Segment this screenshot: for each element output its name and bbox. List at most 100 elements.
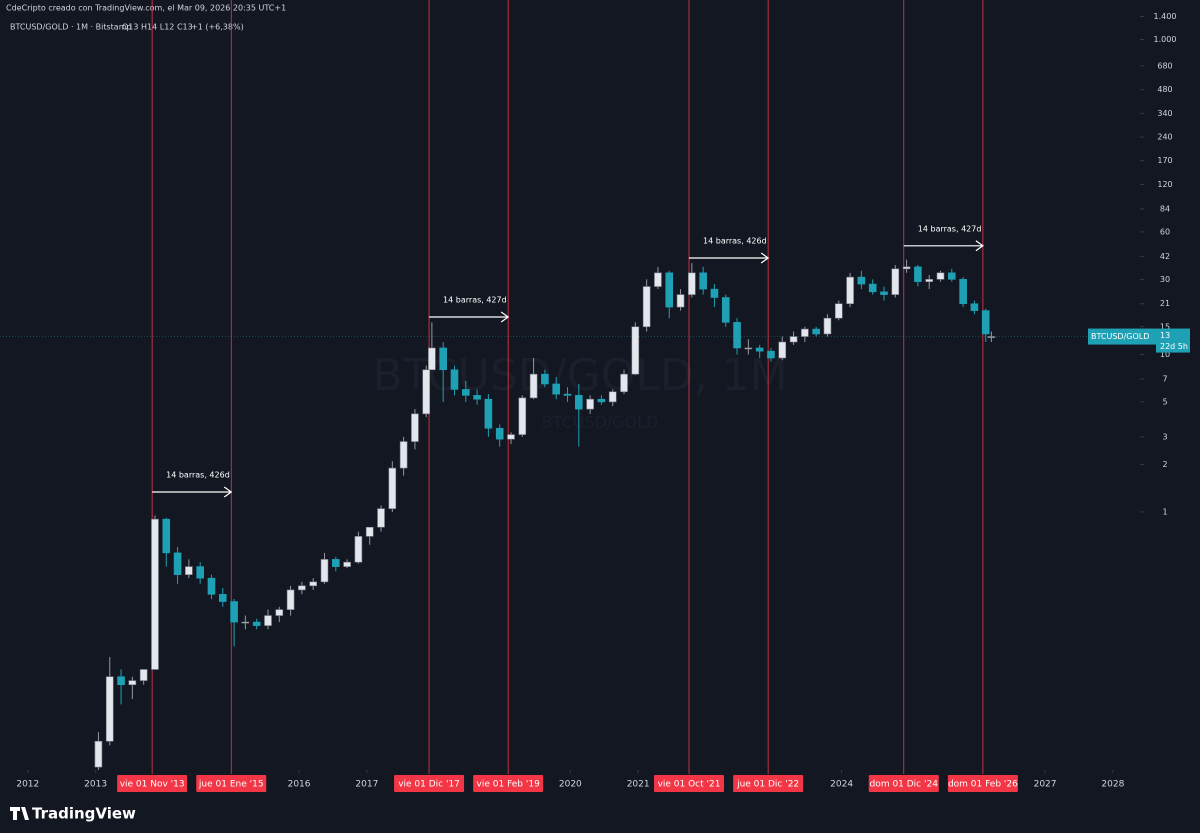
marker-box bbox=[196, 775, 267, 792]
arrow-head bbox=[760, 252, 770, 264]
candle-body bbox=[981, 310, 990, 335]
candle-body bbox=[642, 286, 651, 328]
marker-box bbox=[117, 775, 188, 792]
marker-label: jue 01 Dic '22 bbox=[736, 780, 799, 790]
candle-body bbox=[959, 279, 967, 305]
marker-box bbox=[868, 775, 939, 792]
candle-body bbox=[275, 609, 284, 616]
candle-body bbox=[857, 276, 866, 285]
y-tick-label: 15 bbox=[1160, 322, 1170, 331]
marker-label: vie 01 Nov '13 bbox=[120, 780, 185, 790]
measure-label: 14 barras, 426d bbox=[703, 236, 767, 245]
y-tick-label: 3 bbox=[1162, 432, 1167, 441]
candle-body bbox=[654, 272, 662, 287]
candle-body bbox=[117, 676, 125, 686]
y-tick-label: 120 bbox=[1157, 180, 1172, 189]
candle-body bbox=[207, 577, 216, 595]
last-price-box bbox=[1156, 328, 1190, 353]
candle-body bbox=[987, 336, 996, 338]
candle-body bbox=[688, 272, 696, 295]
candle-body bbox=[767, 350, 775, 359]
candle-body bbox=[902, 266, 911, 270]
candle-body bbox=[699, 272, 707, 290]
x-tick-label: 2016 bbox=[288, 780, 311, 790]
candle-body bbox=[495, 427, 504, 440]
y-tick-label: 480 bbox=[1157, 85, 1172, 94]
candle-body bbox=[970, 303, 979, 311]
arrow-head bbox=[975, 240, 984, 252]
candle-body bbox=[151, 518, 159, 670]
candle-body bbox=[620, 373, 628, 393]
candle-body bbox=[789, 336, 798, 343]
brand: TradingView bbox=[32, 805, 136, 823]
last-price: 13 bbox=[1160, 331, 1170, 340]
marker-box bbox=[473, 775, 544, 792]
brand-logo bbox=[10, 807, 29, 820]
candle-body bbox=[631, 326, 640, 375]
candle-body bbox=[552, 383, 561, 395]
ohlc: O13 H14 L12 C13 bbox=[122, 23, 193, 32]
x-tick-label: 2020 bbox=[559, 780, 582, 790]
marker-label: dom 01 Feb '26 bbox=[948, 780, 1018, 790]
candle-body bbox=[665, 272, 674, 308]
candle-body bbox=[309, 581, 318, 587]
candle-body bbox=[461, 389, 470, 396]
candle-body bbox=[105, 676, 114, 742]
candle-body bbox=[948, 272, 956, 280]
marker-label: dom 01 Dic '24 bbox=[870, 780, 939, 790]
candle-body bbox=[173, 552, 182, 575]
marker-box bbox=[394, 775, 465, 792]
candle-body bbox=[834, 303, 843, 319]
arrow-head bbox=[500, 311, 510, 323]
marker-label: vie 01 Oct '21 bbox=[658, 780, 721, 790]
candle-body bbox=[676, 294, 685, 308]
candle-body bbox=[541, 373, 549, 385]
candle-body bbox=[812, 328, 820, 335]
y-tick-label: 1.400 bbox=[1154, 12, 1177, 21]
y-tick-label: 5 bbox=[1162, 397, 1167, 406]
candle-body bbox=[241, 621, 250, 624]
price-label: BTCUSD/GOLD bbox=[1091, 332, 1149, 341]
candle-body bbox=[343, 561, 351, 567]
y-tick-label: 10 bbox=[1160, 350, 1170, 359]
x-tick-label: 2012 bbox=[16, 780, 39, 790]
candle-body bbox=[230, 601, 238, 623]
price-label-box bbox=[1088, 328, 1156, 345]
candle-body bbox=[880, 291, 888, 295]
candle-body bbox=[925, 279, 934, 282]
candle-body bbox=[354, 536, 363, 563]
candle-body bbox=[608, 391, 617, 403]
candle-body bbox=[377, 508, 385, 528]
candle-body bbox=[575, 395, 583, 410]
candle-body bbox=[846, 276, 854, 305]
candle-body bbox=[264, 615, 272, 626]
candle-body bbox=[507, 434, 515, 440]
candle-body bbox=[422, 369, 431, 415]
y-tick-label: 1 bbox=[1162, 507, 1167, 516]
candle-body bbox=[801, 328, 809, 337]
y-tick-label: 170 bbox=[1157, 156, 1172, 165]
y-tick-label: 1.000 bbox=[1154, 35, 1177, 44]
candle-body bbox=[778, 341, 787, 359]
marker-box bbox=[733, 775, 804, 792]
candle-body bbox=[399, 441, 408, 469]
y-tick-label: 21 bbox=[1160, 299, 1170, 308]
countdown: 22d 5h bbox=[1160, 342, 1188, 351]
candle-body bbox=[286, 589, 295, 610]
candle-body bbox=[563, 393, 572, 396]
marker-label: vie 01 Feb '19 bbox=[477, 780, 541, 790]
watermark-sub: BTCUSD/GOLD bbox=[542, 413, 659, 432]
y-tick-label: 60 bbox=[1160, 227, 1170, 236]
candle-body bbox=[721, 297, 730, 323]
candle-body bbox=[529, 373, 538, 399]
y-tick-label: 84 bbox=[1160, 204, 1170, 213]
x-tick-label: 2027 bbox=[1034, 780, 1057, 790]
marker-label: vie 01 Dic '17 bbox=[398, 780, 460, 790]
credit: CdeCripto creado con TradingView.com, el… bbox=[6, 4, 286, 13]
y-tick-label: 240 bbox=[1157, 133, 1172, 142]
x-tick-label: 2021 bbox=[627, 780, 650, 790]
candle-body bbox=[298, 585, 306, 591]
